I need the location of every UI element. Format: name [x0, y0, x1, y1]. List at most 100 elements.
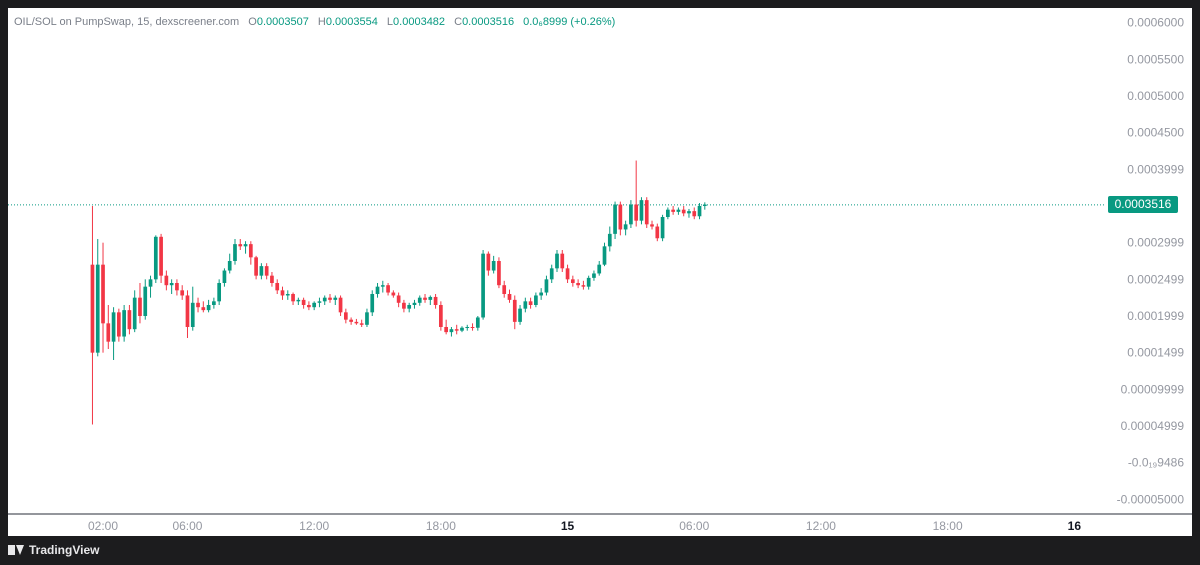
candle-body	[190, 302, 195, 327]
candles-layer	[90, 160, 707, 425]
candle	[185, 290, 190, 338]
chart-panel[interactable]: 0.0006000 0.0005500 0.0005000 0.0004500 0.00…	[8, 8, 1192, 536]
candle-body	[222, 270, 227, 283]
candle	[280, 286, 285, 300]
candle	[127, 305, 132, 335]
candle-body	[365, 312, 369, 325]
candle	[180, 285, 185, 300]
candle	[322, 295, 327, 305]
candle	[671, 206, 675, 215]
candle-body	[486, 253, 491, 271]
candle-body	[206, 305, 211, 311]
candle	[639, 197, 644, 225]
candle	[117, 308, 121, 342]
candle	[613, 201, 617, 239]
candle-body	[359, 323, 364, 325]
candle	[343, 308, 348, 324]
candle-body	[238, 244, 243, 247]
candle-body	[454, 329, 459, 331]
time-tick-label: 18:00	[426, 519, 456, 533]
candle-body	[307, 305, 311, 308]
candle-body	[391, 292, 396, 296]
candle	[402, 299, 406, 313]
candle-body	[285, 294, 290, 296]
candle-body	[629, 204, 633, 225]
candle	[592, 270, 596, 281]
candle-body	[354, 321, 359, 324]
candle	[528, 297, 533, 309]
candle-body	[291, 294, 295, 302]
close-value: 0.0003516	[462, 16, 515, 28]
candle-body	[101, 264, 105, 324]
candle	[470, 323, 475, 331]
candle	[576, 279, 580, 289]
change-value: 0.0₆8999 (+0.26%)	[523, 16, 616, 28]
candle	[433, 294, 438, 309]
candle	[702, 202, 707, 210]
time-tick-label: 16	[1068, 519, 1082, 533]
candle-body	[491, 261, 496, 271]
candle-body	[534, 295, 538, 305]
time-tick-label: 18:00	[933, 519, 963, 533]
candle	[570, 275, 575, 287]
time-tick-label: 06:00	[679, 519, 709, 533]
candle	[101, 242, 105, 353]
candle	[518, 305, 522, 325]
price-tick-label: 0.0001499	[1127, 346, 1184, 360]
candle	[138, 283, 142, 324]
candle	[444, 319, 448, 335]
time-tick-label: 02:00	[88, 519, 118, 533]
candle	[238, 239, 243, 250]
candle	[190, 286, 195, 331]
candle	[655, 223, 660, 242]
candle	[607, 226, 612, 252]
last-price-tag: 0.0003516	[1108, 195, 1178, 213]
candle-body	[634, 204, 639, 221]
candle	[222, 268, 227, 287]
candle	[549, 264, 554, 283]
candle-body	[639, 200, 644, 221]
candle	[175, 279, 179, 296]
candle	[423, 294, 427, 303]
candle-body	[143, 286, 148, 316]
candle	[644, 197, 649, 228]
price-tick-label: 0.0005500	[1127, 52, 1184, 66]
candle	[454, 324, 459, 335]
candle	[243, 241, 248, 254]
candle-body	[428, 296, 433, 300]
high-value: 0.0003554	[325, 16, 378, 28]
candle-body	[127, 310, 132, 330]
time-axis: 02:00 06:00 12:00 18:00 15 06:00 12:00 18:00 16	[8, 513, 1192, 533]
candle	[264, 263, 269, 280]
candle-body	[370, 294, 375, 313]
candle-body	[570, 279, 575, 283]
candle	[359, 319, 364, 327]
candle-body	[159, 236, 163, 276]
tradingview-footer[interactable]: TradingView	[8, 541, 99, 559]
candle	[629, 200, 633, 228]
price-tick-label: 0.0004500	[1127, 126, 1184, 140]
close-label: C	[454, 16, 463, 28]
candle-body	[475, 317, 480, 328]
candle-body	[106, 323, 111, 342]
candle-body	[375, 286, 380, 294]
candle	[312, 301, 317, 311]
candle-body	[613, 204, 617, 234]
candlestick-chart[interactable]: 0.0006000 0.0005500 0.0005000 0.0004500 0.00…	[8, 8, 1192, 536]
candle	[254, 255, 258, 280]
candle-body	[227, 261, 232, 271]
candle	[270, 272, 274, 287]
candle-body	[481, 253, 485, 318]
candle-body	[95, 264, 100, 353]
high-label: H	[317, 16, 326, 28]
candle	[534, 292, 538, 308]
candle	[148, 275, 153, 298]
candle	[227, 253, 232, 274]
candle	[291, 292, 295, 305]
candle	[407, 302, 412, 313]
candle-body	[507, 294, 512, 300]
candle-body	[423, 297, 427, 300]
candle	[687, 208, 691, 218]
candle	[602, 242, 607, 267]
candle	[555, 250, 559, 272]
